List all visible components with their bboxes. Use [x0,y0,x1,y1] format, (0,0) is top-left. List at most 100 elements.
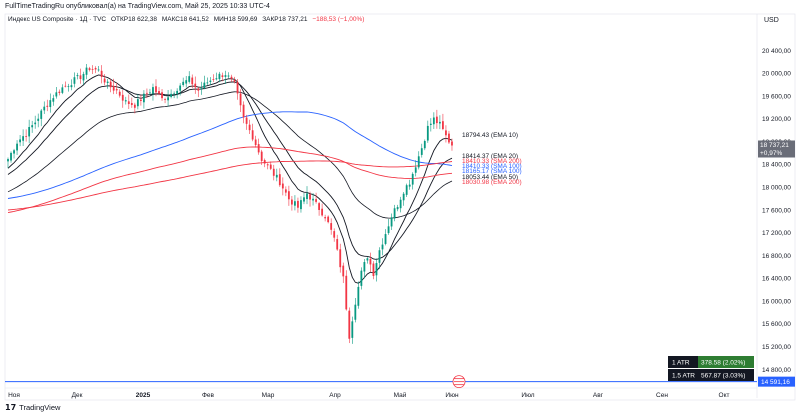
candle-body [242,104,245,118]
indicator-label: 18410.33 (SMA 200) [462,158,522,165]
x-tick-label: Фев [202,392,215,399]
candle-body [372,263,375,276]
y-tick-label: 16 000,00 [762,298,791,305]
candle-body [76,75,79,77]
candle-body [303,197,305,202]
candle-body [321,208,324,216]
atr-label-box [668,356,698,368]
candle-body [91,69,94,70]
y-tick-label: 17 200,00 [762,230,791,237]
atr-label-box [668,369,698,381]
indicator-label: 18053.44 (EMA 50) [462,174,518,181]
candle-body [127,101,130,105]
candle-body [40,110,43,119]
candle-body [420,148,423,155]
candle-body [85,67,88,75]
x-tick-label: 2025 [136,392,151,399]
candle-body [363,262,366,272]
candle-body [136,99,139,107]
candle-body [67,86,70,88]
candle-body [312,198,314,201]
candle-body [61,87,64,93]
atr-value: 567.87 (3.03%) [701,373,745,380]
candle-body [251,130,254,140]
ema-20-line [7,81,453,260]
candle-body [269,164,272,169]
candle-body [130,103,133,105]
candle-body [118,91,121,96]
atr-label: 1.5 ATR [672,373,695,380]
candle-body [215,78,218,80]
candle-body [176,90,179,95]
candle-body [429,123,432,125]
candle-body [94,68,97,70]
candle-body [402,193,405,201]
x-tick-label: Июл [521,392,534,399]
last-price-change: +0,97% [760,150,782,157]
candle-body [330,223,333,230]
indicator-label: 18414.37 (EMA 20) [462,153,518,160]
y-tick-label: 16 400,00 [762,276,791,283]
candle-body [106,81,109,83]
candle-body [146,92,148,94]
candle-body [203,82,206,88]
candle-body [7,159,9,162]
candle-body [357,286,360,306]
x-tick-label: Мар [262,392,275,399]
candle-body [79,75,82,80]
candle-body [423,141,426,149]
candle-body [442,121,444,130]
low-value: МИН18 599,69 [213,16,258,23]
support-level-value: 14 591,16 [761,379,790,386]
x-tick-label: Ноя [8,392,20,399]
candle-body [73,77,76,84]
y-tick-label: 17 600,00 [762,207,791,214]
currency-label: USD [764,17,779,24]
candle-body [100,70,103,77]
candle-body [103,78,106,83]
candle-body [426,125,429,141]
y-tick-label: 18 400,00 [762,162,791,169]
symbol-info: Индекс US Composite · 1Д · TVC ОТКР18 62… [8,16,367,23]
candle-body [414,167,417,173]
candle-body [448,133,450,143]
indicator-label: 18410.33 (SMA 100) [462,163,522,170]
candle-body [170,93,173,97]
candle-body [387,226,390,234]
ema-200-line [7,146,453,214]
candle-body [209,80,212,83]
candle-body [254,139,257,146]
candle-body [393,208,396,219]
candle-body [239,93,242,106]
candle-body [445,130,447,136]
candle-body [124,100,127,102]
candle-body [97,69,100,71]
candle-body [16,143,18,151]
candle-body [451,141,453,146]
candle-body [52,98,55,102]
candle-body [112,85,115,91]
candle-body [230,76,233,79]
x-tick-label: Май [394,391,407,399]
y-tick-label: 20 400,00 [762,48,791,55]
candle-body [115,89,118,91]
candle-body [260,151,263,161]
candle-body [435,116,438,124]
candle-body [58,91,61,93]
y-tick-label: 19 200,00 [762,116,791,123]
candle-body [224,75,227,77]
candle-body [287,191,290,200]
candle-body [281,183,284,189]
candle-body [278,174,281,186]
y-tick-label: 15 600,00 [762,321,791,328]
candle-body [143,93,145,103]
candle-body [375,263,378,276]
y-tick-label: 19 600,00 [762,93,791,100]
candle-body [318,203,320,210]
candle-body [37,118,40,121]
candle-body [227,75,230,77]
candle-body [197,88,200,91]
candle-body [290,199,293,205]
y-tick-label: 16 800,00 [762,253,791,260]
